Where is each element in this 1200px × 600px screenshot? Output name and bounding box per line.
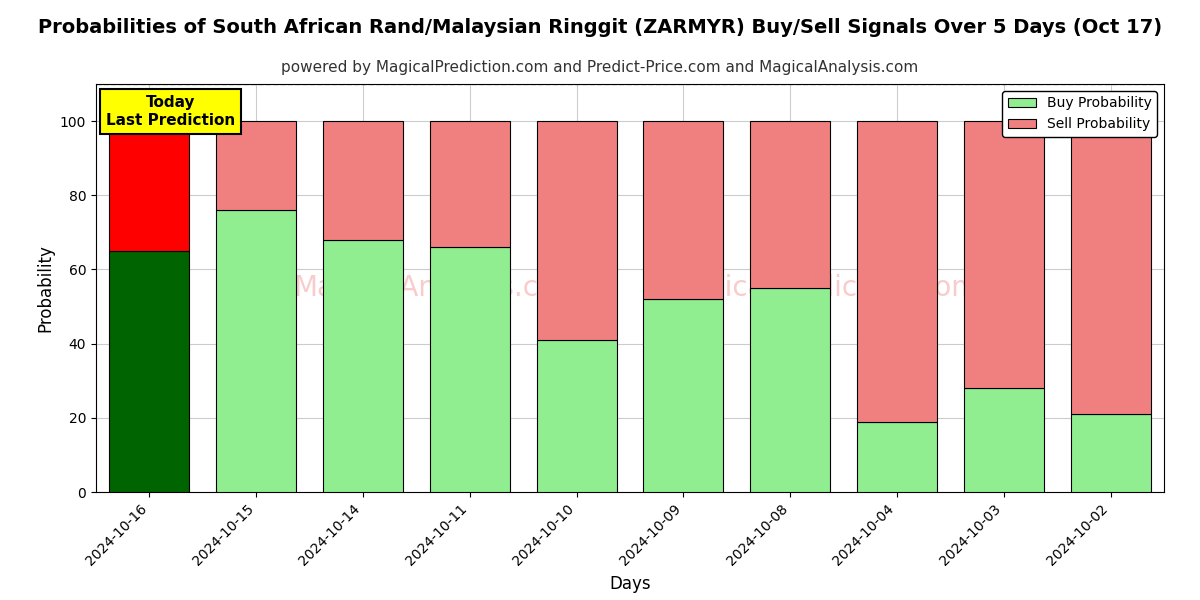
- Bar: [109, 251, 190, 492]
- Bar: [216, 121, 296, 210]
- Y-axis label: Probability: Probability: [36, 244, 54, 332]
- Text: Today
Last Prediction: Today Last Prediction: [106, 95, 235, 128]
- Bar: [1070, 121, 1151, 414]
- Bar: [857, 121, 937, 422]
- Bar: [750, 288, 830, 492]
- Bar: [857, 422, 937, 492]
- Bar: [750, 121, 830, 288]
- Legend: Buy Probability, Sell Probability: Buy Probability, Sell Probability: [1002, 91, 1157, 137]
- Bar: [1070, 414, 1151, 492]
- Bar: [536, 340, 617, 492]
- Text: MagicalAnalysis.com: MagicalAnalysis.com: [293, 274, 582, 302]
- Bar: [216, 210, 296, 492]
- Bar: [109, 121, 190, 251]
- Bar: [964, 388, 1044, 492]
- Bar: [643, 121, 724, 299]
- Bar: [430, 247, 510, 492]
- Text: Probabilities of South African Rand/Malaysian Ringgit (ZARMYR) Buy/Sell Signals : Probabilities of South African Rand/Mala…: [38, 18, 1162, 37]
- Text: MagicalPrediction.com: MagicalPrediction.com: [666, 274, 978, 302]
- Bar: [536, 121, 617, 340]
- Bar: [643, 299, 724, 492]
- Bar: [964, 121, 1044, 388]
- Text: powered by MagicalPrediction.com and Predict-Price.com and MagicalAnalysis.com: powered by MagicalPrediction.com and Pre…: [281, 60, 919, 75]
- Bar: [430, 121, 510, 247]
- Bar: [323, 240, 403, 492]
- Bar: [323, 121, 403, 240]
- X-axis label: Days: Days: [610, 575, 650, 593]
